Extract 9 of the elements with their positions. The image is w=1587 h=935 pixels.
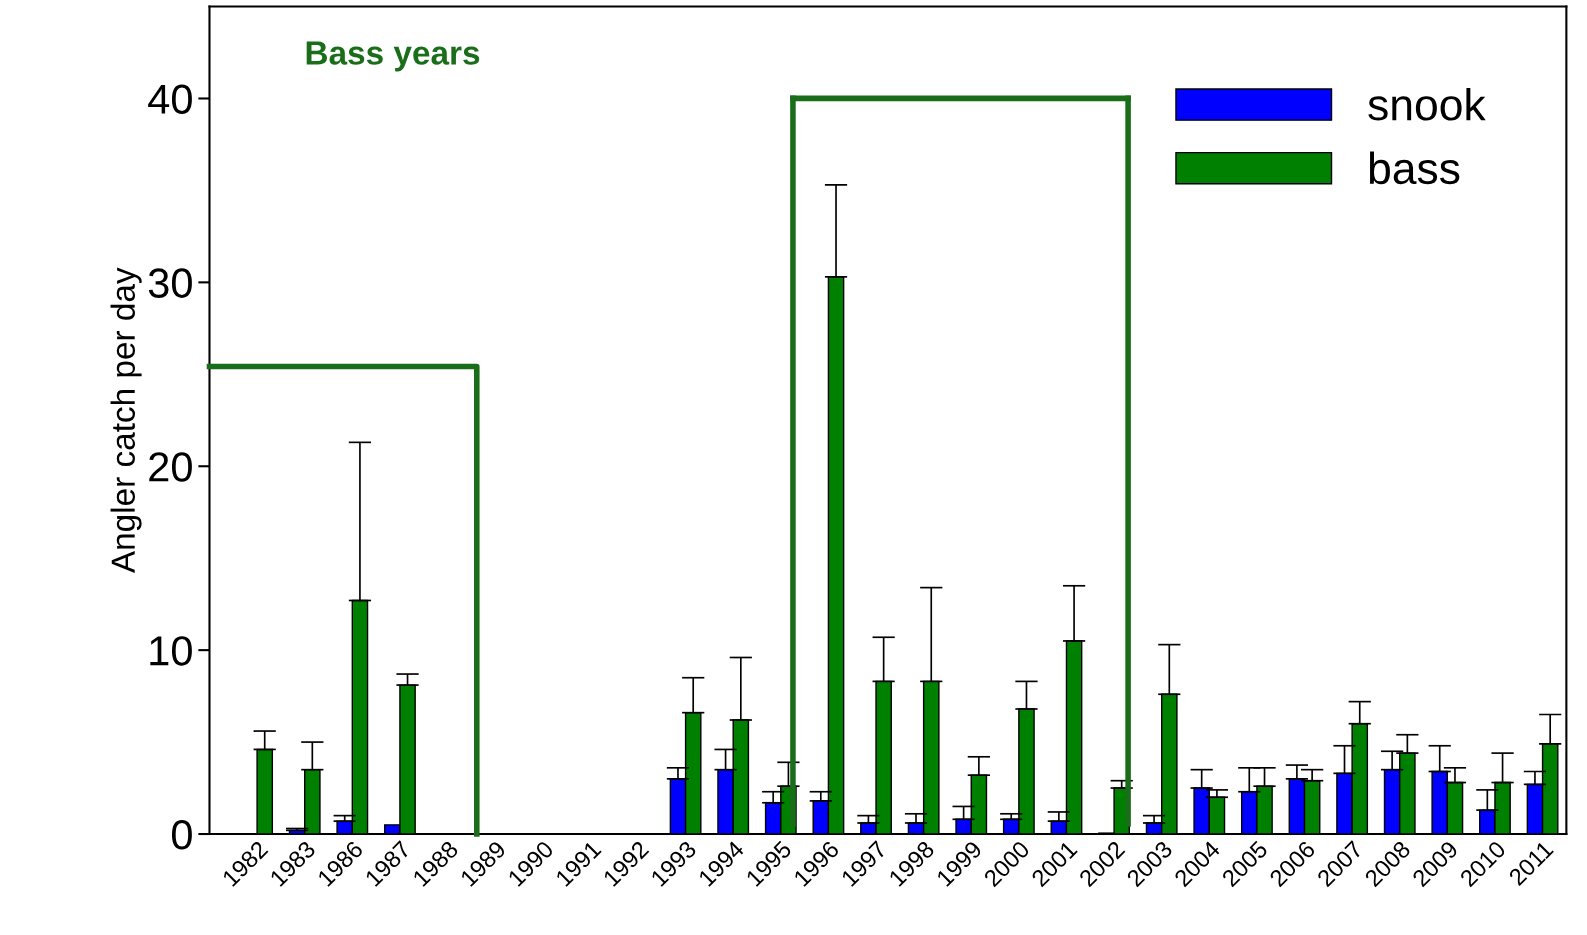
y-tick-label: 0	[171, 820, 192, 850]
y-tick-label: 10	[150, 636, 192, 666]
y-axis-title: Angler catch per day	[110, 267, 142, 574]
annotation: Bass years	[306, 41, 480, 72]
y-tick-label: 30	[148, 268, 192, 298]
y-tick-label: 40	[148, 84, 192, 114]
legend-label: snook	[1368, 87, 1486, 121]
y-tick-label: 20	[149, 452, 192, 482]
legend-label: bass	[1369, 151, 1460, 185]
